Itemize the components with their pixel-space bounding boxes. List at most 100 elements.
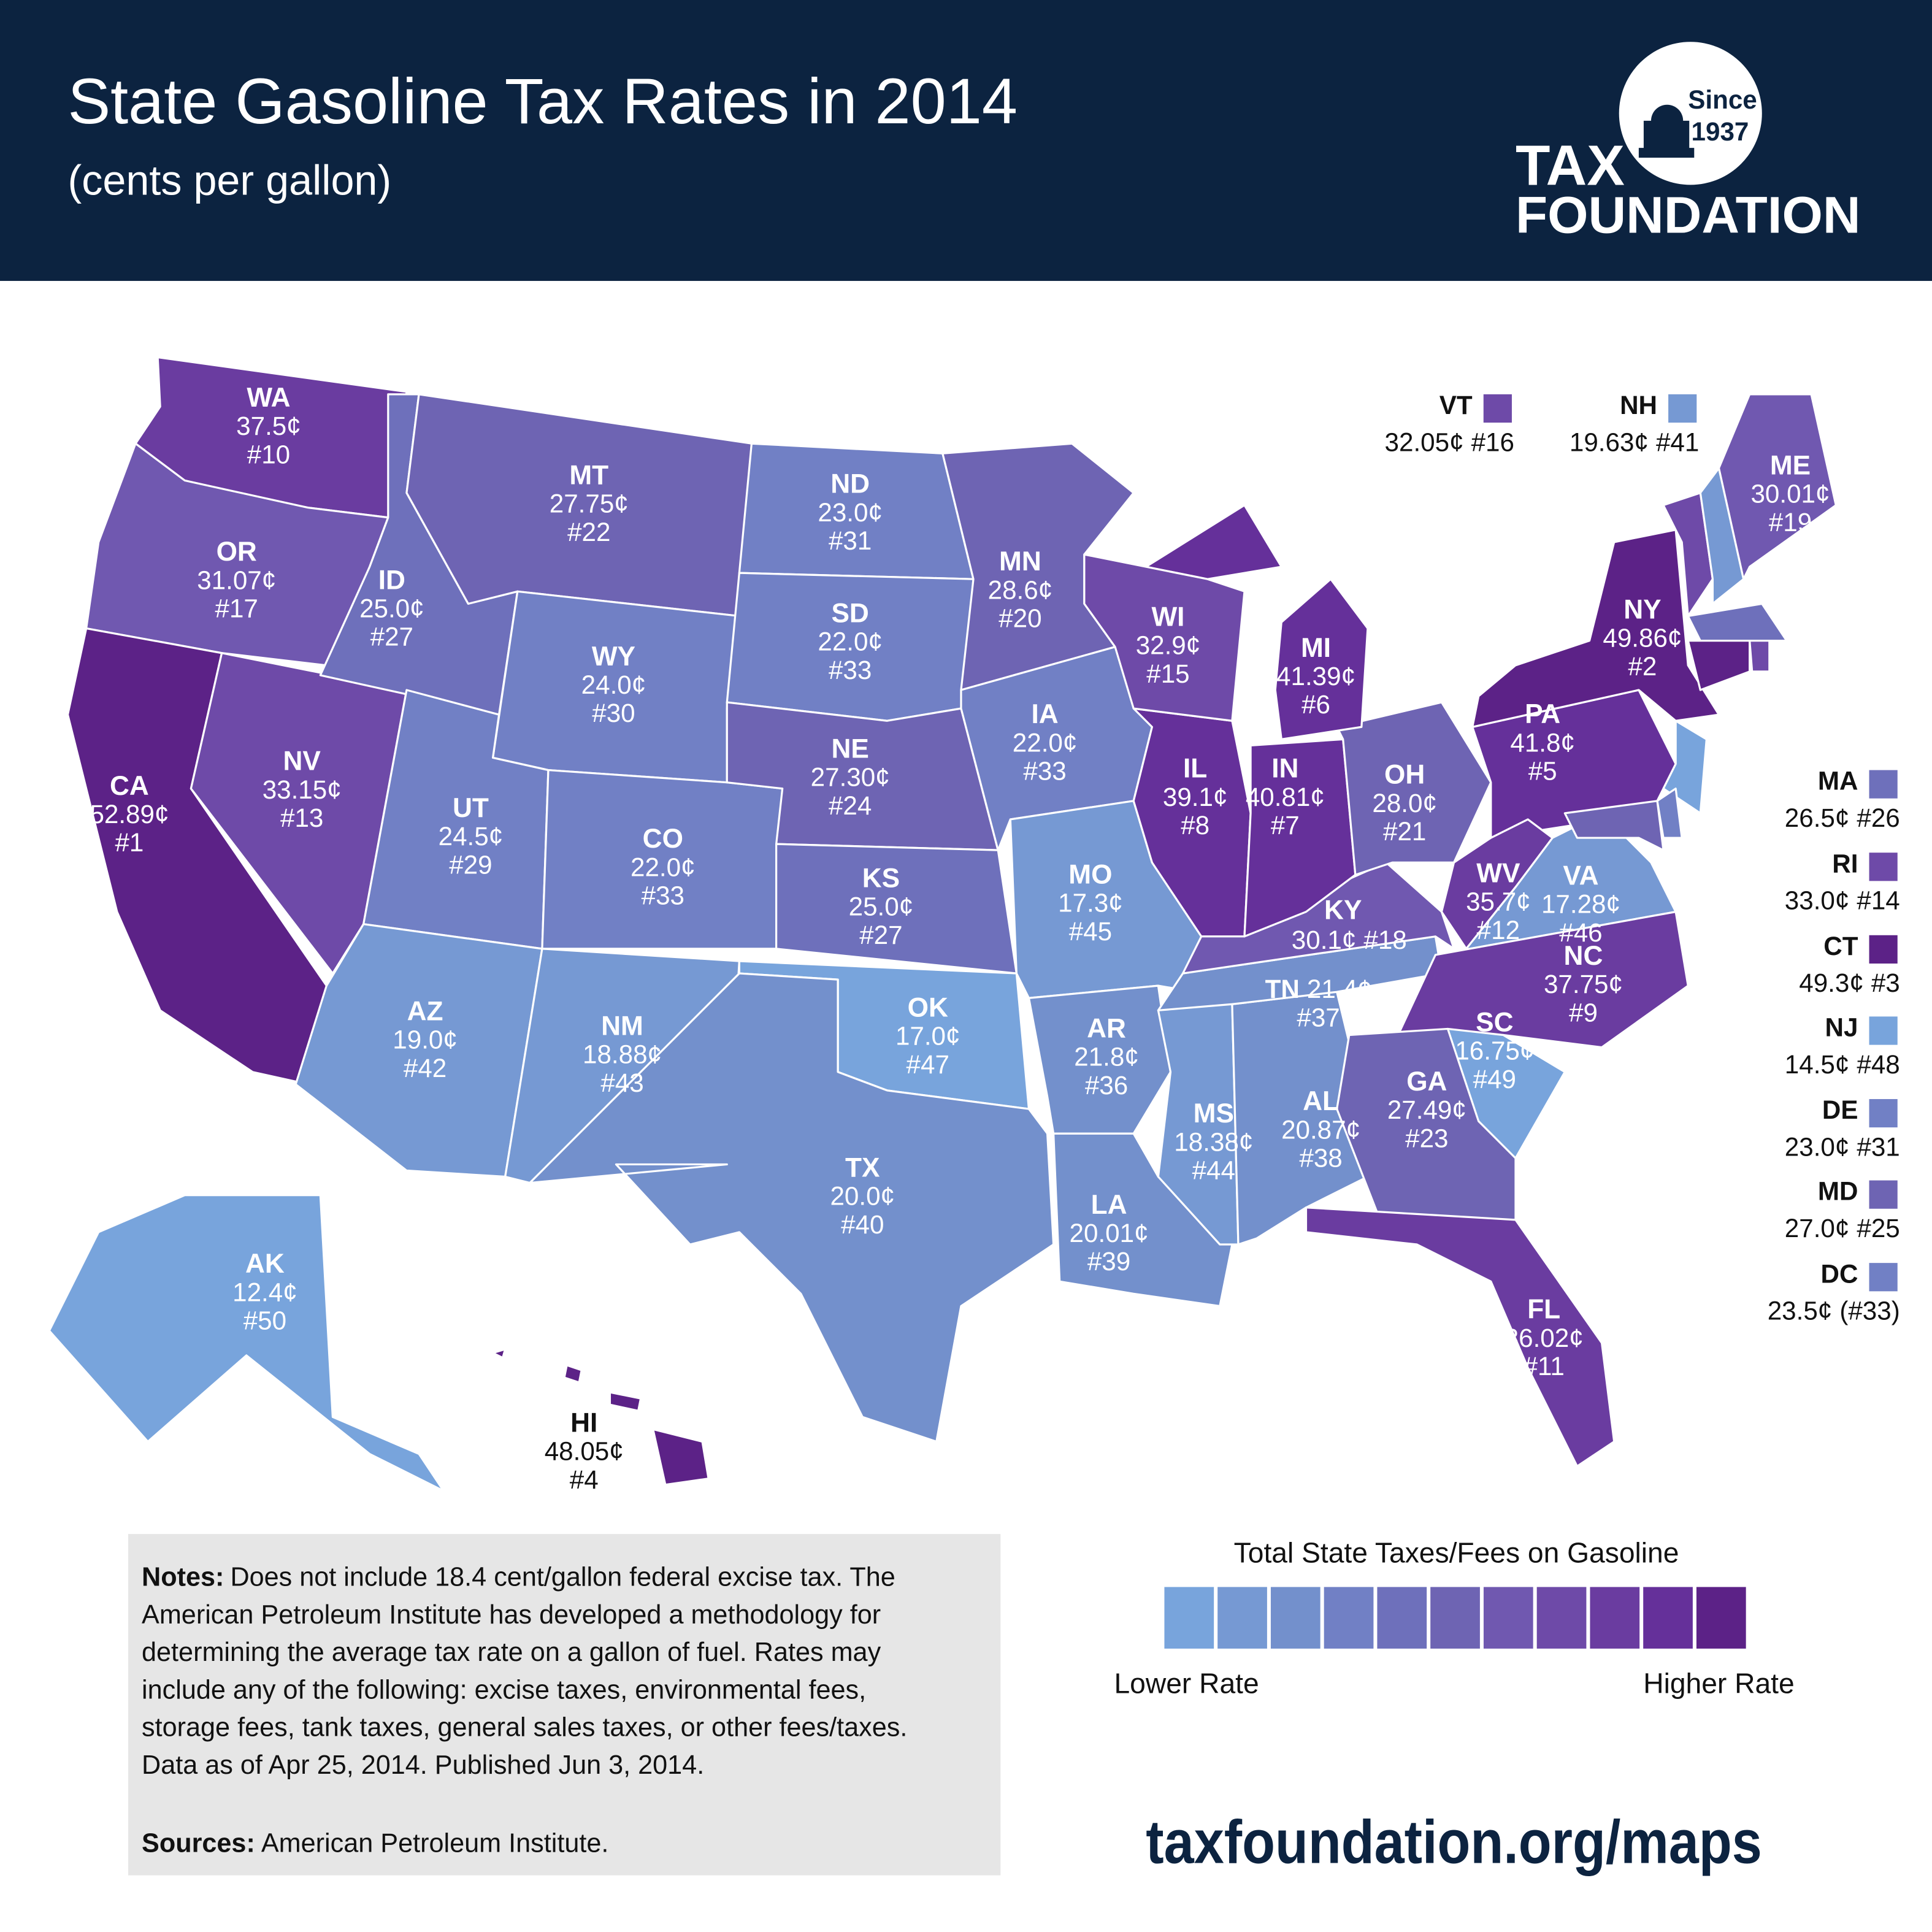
state-rank: #33 [642,881,684,910]
state-rank: #48 [1857,1050,1899,1079]
state-rate: 21.8¢ [1074,1043,1139,1071]
state-rank: #13 [280,803,323,832]
notes-line: storage fees, tank taxes, general sales … [142,1713,907,1742]
state-abbr: PA [1525,699,1560,729]
state-abbr: IN [1271,754,1298,784]
state-rate: 26.5¢ [1785,803,1850,832]
state-rank: #15 [1146,659,1189,688]
state-label: 33.0¢ #14 [1785,886,1900,915]
state-abbr: VA [1563,861,1598,891]
state-shape [1687,602,1788,642]
state-abbr: UT [453,793,489,823]
state-rank: #38 [1299,1143,1342,1172]
state-rate: 30.1¢ [1292,926,1357,954]
title: State Gasoline Tax Rates in 2014 [67,66,1017,137]
state-abbr: AZ [407,996,443,1026]
state-label: 14.5¢ #48 [1785,1050,1900,1079]
state-shape [1144,504,1282,580]
legend-title: Total State Taxes/Fees on Gasoline [1234,1536,1679,1568]
state-rank: #23 [1405,1124,1448,1152]
state-shape [1132,707,1252,938]
state-rate: 24.5¢ [439,822,504,851]
state-rank: #29 [449,850,492,879]
state-shape [1687,640,1751,691]
state-rank: #2 [1628,652,1657,681]
state-rank: #21 [1383,817,1426,846]
state-rate: 28.6¢ [988,575,1053,604]
state-labels: WA37.5¢#10OR31.07¢#17CA52.89¢#1NV33.15¢#… [90,383,1899,1494]
state-rate: 17.0¢ [895,1022,960,1051]
state-abbr: IA [1031,699,1058,729]
legend-swatch [1324,1587,1374,1649]
sources-label: Sources: [142,1828,255,1858]
state-abbr: IL [1183,754,1207,784]
state-rank: #25 [1857,1214,1899,1243]
state-shape [1471,529,1720,728]
state-shape [563,1364,583,1384]
state-abbr: MT [569,461,608,491]
state-rank: #30 [592,699,635,727]
state-rank: #39 [1087,1247,1130,1276]
state-abbr: MA [1818,767,1858,795]
legend-swatch [1217,1587,1267,1649]
state-swatch [1869,1098,1898,1128]
state-label: 19.63¢ #41 [1570,427,1699,456]
state-rank: #18 [1363,926,1406,954]
state-rank: #14 [1857,886,1899,915]
logo-year: 1937 [1692,117,1749,146]
state-rank: #27 [370,623,413,651]
state-rank: #22 [567,518,610,546]
state-shape [529,972,1055,1443]
state-abbr: HI [570,1408,597,1438]
state-rate: 22.0¢ [818,627,883,656]
state-rate: 48.05¢ [545,1437,624,1466]
state-rank: #46 [1559,918,1602,947]
state-rank: #44 [1192,1156,1235,1185]
state-abbr: ND [830,469,870,499]
state-shape [1336,1027,1517,1221]
subtitle: (cents per gallon) [67,157,391,204]
state-rate: 33.0¢ [1785,886,1850,915]
state-rank: #10 [247,440,290,469]
state-rank: (#33) [1839,1297,1899,1325]
notes-text: Does not include 18.4 cent/gallon federa… [230,1562,895,1592]
state-rate: 25.0¢ [849,892,914,921]
state-rank: #27 [859,921,902,949]
state-rank: #7 [1271,811,1300,840]
state-shape [1052,1132,1233,1308]
state-rank: #8 [1181,811,1209,840]
legend-swatch [1270,1587,1321,1649]
state-rank: #31 [829,526,872,555]
state-rank: #36 [1085,1071,1128,1100]
state-rate: 14.5¢ [1785,1050,1850,1079]
notes-label: Notes: [142,1562,224,1592]
state-abbr: NJ [1825,1013,1858,1042]
state-abbr: DC [1821,1259,1858,1288]
state-swatch [1483,394,1512,423]
notes-line: American Petroleum Institute has develop… [142,1600,881,1630]
state-rank: #17 [215,594,258,623]
state-label: 27.0¢ #25 [1785,1214,1900,1243]
state-abbr: AL [1303,1086,1339,1116]
state-rate: 37.75¢ [1544,970,1623,999]
state-abbr: NV [283,746,321,776]
state-rate: 27.30¢ [811,763,890,792]
legend-swatch [1696,1587,1746,1649]
state-shape [1662,491,1714,618]
state-shape [491,1348,507,1359]
state-shape [1563,800,1665,851]
state-rate: 36.02¢ [1505,1324,1584,1352]
state-abbr: NE [831,734,868,764]
state-rate: 20.87¢ [1281,1115,1360,1144]
state-rate: 31.07¢ [197,565,276,594]
state-abbr: CT [1823,932,1858,960]
state-swatch [1869,1180,1898,1209]
state-rate: 27.49¢ [1387,1095,1466,1124]
state-abbr: GA [1406,1067,1447,1097]
legend-swatch [1377,1587,1427,1649]
state-abbr: MO [1068,859,1112,889]
state-rate: 27.0¢ [1785,1214,1850,1243]
state-abbr: NC [1564,941,1603,971]
